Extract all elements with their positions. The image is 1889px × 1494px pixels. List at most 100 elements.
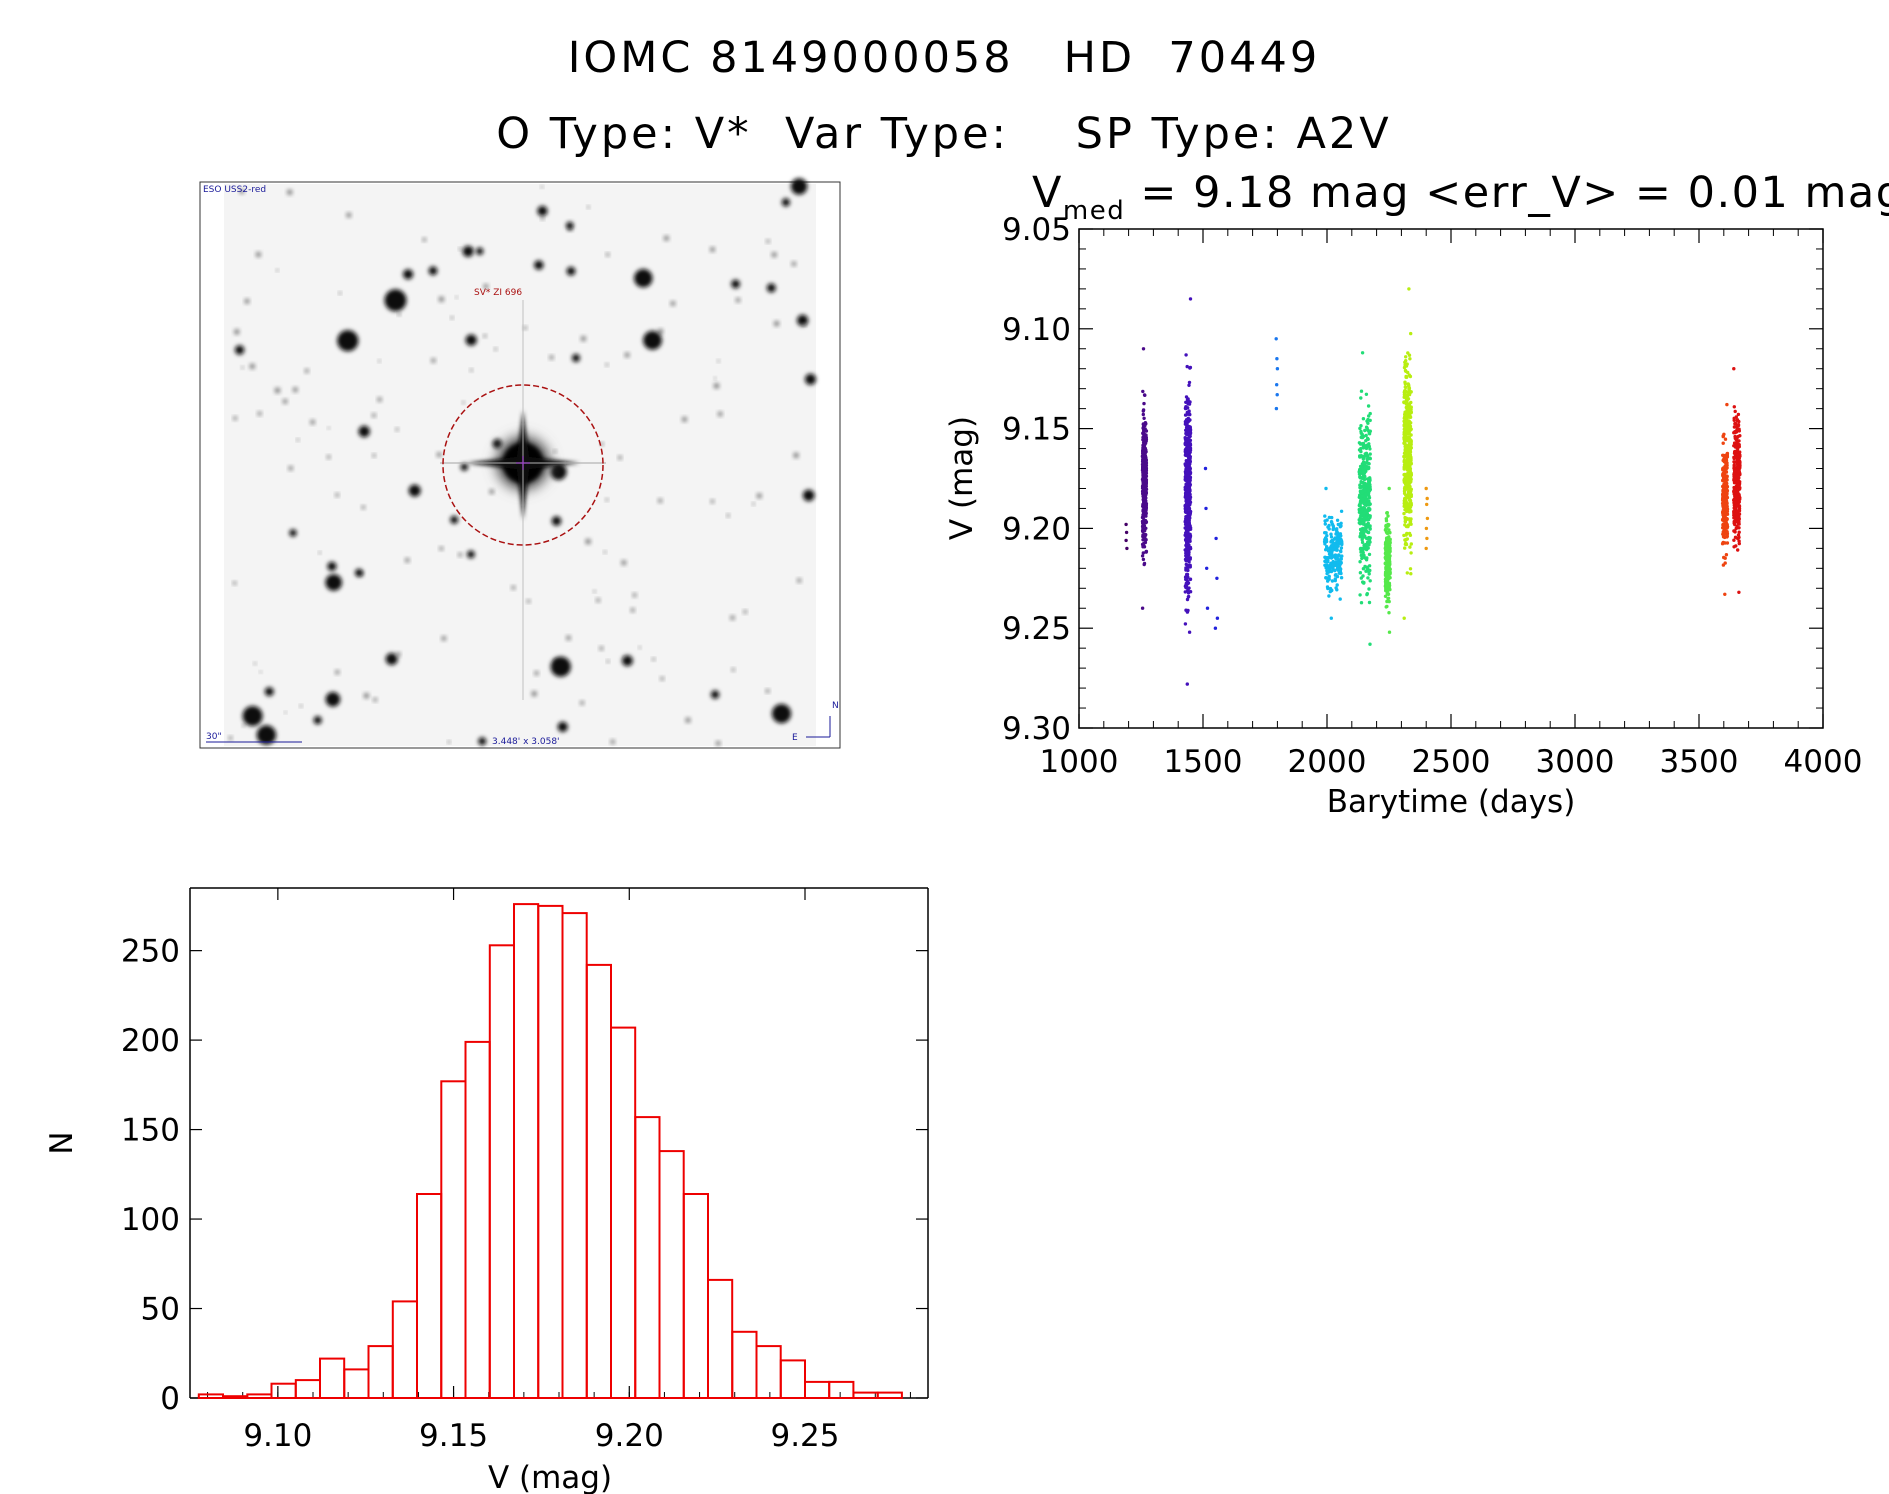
data-point — [1357, 448, 1362, 452]
field-star — [313, 716, 322, 725]
data-point — [1144, 504, 1149, 508]
histogram-bar — [270, 1382, 297, 1399]
data-point — [1732, 367, 1736, 371]
data-point — [1385, 547, 1389, 552]
field-star — [378, 359, 381, 363]
field-star — [325, 692, 341, 707]
data-point — [1183, 442, 1188, 447]
starfield — [228, 178, 816, 746]
data-point — [1407, 484, 1412, 488]
data-point — [1408, 567, 1413, 571]
data-point — [1363, 445, 1367, 449]
data-point — [1387, 565, 1391, 569]
field-star — [566, 221, 574, 230]
data-point — [1186, 564, 1190, 568]
data-point — [1331, 564, 1335, 568]
field-star — [338, 291, 342, 295]
data-point — [1408, 455, 1412, 460]
data-point — [1732, 425, 1737, 429]
data-point — [1333, 573, 1338, 577]
field-star — [605, 363, 609, 367]
light-curve-series-epoch-11 — [1720, 402, 1730, 596]
field-star — [494, 347, 498, 351]
data-point — [1735, 428, 1740, 432]
data-point — [1187, 435, 1192, 439]
field-star — [652, 657, 656, 661]
field-star — [643, 330, 662, 350]
data-point — [1323, 514, 1327, 518]
data-point — [1141, 409, 1146, 413]
data-point — [1405, 407, 1409, 411]
compass-icon: N E — [792, 701, 839, 743]
data-point — [1733, 535, 1738, 539]
data-point — [1724, 457, 1729, 461]
data-point — [1368, 536, 1372, 540]
field-star — [802, 323, 807, 327]
data-point — [1409, 405, 1413, 409]
data-point — [1141, 437, 1145, 442]
data-point — [1425, 502, 1429, 507]
data-point — [1362, 494, 1366, 498]
fov-label: 3.448' x 3.058' — [492, 737, 560, 747]
data-point — [1365, 511, 1369, 515]
data-point — [1734, 494, 1738, 499]
data-point — [1402, 435, 1406, 440]
data-point — [1734, 526, 1738, 531]
data-point — [1141, 422, 1146, 427]
data-point — [1402, 511, 1406, 516]
data-point — [1335, 564, 1340, 568]
data-point — [1367, 543, 1371, 547]
data-point — [1358, 571, 1363, 575]
data-point — [1324, 563, 1329, 567]
data-point — [1144, 484, 1149, 488]
data-point — [1737, 535, 1741, 540]
data-point — [1141, 495, 1146, 499]
field-star — [385, 653, 398, 665]
data-point — [1363, 508, 1368, 513]
data-point — [1141, 432, 1146, 436]
data-point — [1330, 515, 1334, 520]
field-star — [606, 659, 610, 663]
data-point — [1737, 530, 1741, 534]
light-curve-series-epoch-10 — [1424, 486, 1430, 551]
data-point — [1386, 540, 1390, 544]
field-star — [791, 261, 797, 267]
data-point — [1384, 517, 1389, 521]
data-point — [1183, 406, 1188, 411]
y-tick-label: 150 — [121, 1113, 180, 1149]
data-point — [1735, 445, 1739, 449]
x-tick-label: 1000 — [1040, 744, 1119, 780]
data-point — [1324, 486, 1328, 491]
data-point — [1367, 496, 1372, 500]
field-star — [405, 557, 410, 563]
data-point — [1331, 524, 1336, 528]
data-point — [1402, 491, 1407, 496]
field-star — [630, 608, 635, 613]
field-star — [476, 247, 484, 255]
data-point — [1385, 592, 1389, 596]
data-point — [1734, 467, 1739, 472]
field-star — [790, 178, 808, 195]
data-point — [1142, 511, 1146, 515]
data-point — [1185, 484, 1189, 488]
field-star — [580, 336, 587, 342]
data-point — [1737, 590, 1741, 594]
data-point — [1144, 538, 1148, 542]
data-point — [1359, 550, 1363, 554]
data-point — [1364, 569, 1368, 573]
data-point — [1329, 616, 1334, 620]
data-point — [1186, 595, 1191, 599]
field-star — [384, 289, 407, 312]
data-point — [1721, 513, 1725, 517]
field-star — [244, 298, 250, 304]
data-point — [1402, 467, 1406, 471]
histogram-bar — [658, 1150, 685, 1399]
data-point — [1361, 417, 1366, 421]
x-tick-label: 9.10 — [243, 1418, 312, 1454]
scale-label: 30" — [206, 732, 222, 742]
data-point — [1736, 454, 1740, 458]
histogram-bar — [391, 1300, 418, 1400]
field-star — [580, 700, 585, 706]
field-star — [431, 358, 436, 363]
data-point — [1335, 583, 1339, 587]
